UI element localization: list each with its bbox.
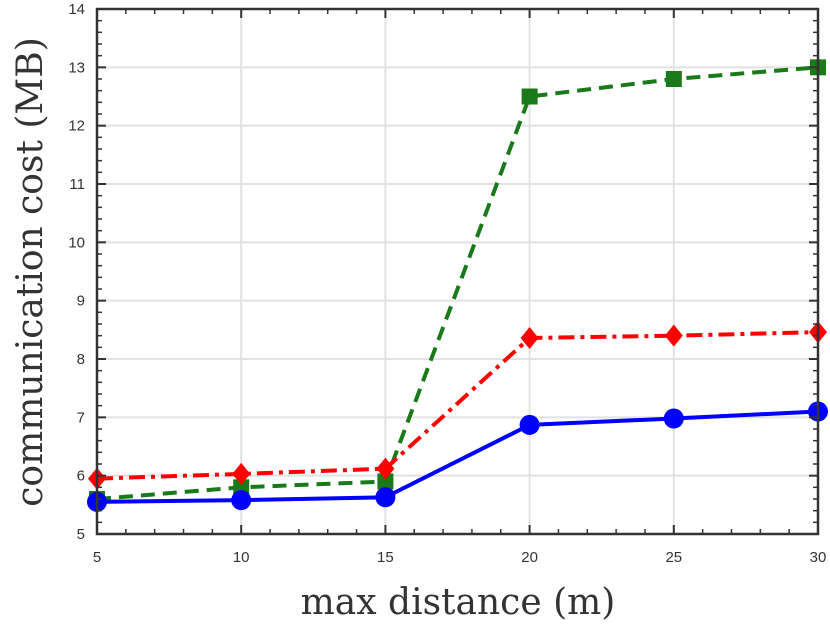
y-tick-label: 10 [68,234,85,251]
data-point-diamond [520,327,539,349]
y-tick-label: 6 [77,468,85,485]
y-axis-title: communication cost (MB) [10,37,51,507]
y-tick-label: 8 [77,351,85,368]
y-tick-label: 14 [68,1,85,18]
x-tick-label: 10 [233,549,250,566]
data-point-diamond [664,324,683,347]
x-tick-label: 30 [810,549,827,566]
series-line [96,409,819,504]
plot-frame [95,7,820,536]
x-tick-label: 5 [93,549,101,566]
x-axis-title: max distance (m) [301,582,616,623]
data-point-circle [231,490,252,511]
x-tick-label: 20 [521,549,538,566]
data-point-square [521,88,538,105]
y-tick-label: 11 [69,176,85,193]
grid [97,9,818,534]
y-tick-label: 7 [77,409,85,426]
x-tick-label: 25 [665,549,682,566]
data-point-square [377,473,394,490]
series-layer [87,59,828,512]
x-tick-label: 15 [377,549,394,566]
y-tick-label: 5 [77,526,85,543]
y-tick-label: 9 [77,293,85,310]
y-tick-label: 12 [68,118,85,135]
data-point-diamond [376,457,395,480]
ticks [96,8,819,535]
y-tick-labels: 5 6 7 8 9 10 11 12 13 14 [68,1,85,543]
data-point-diamond [232,462,251,485]
data-point-circle [663,408,684,429]
series-line [96,65,819,501]
y-tick-label: 13 [68,59,85,76]
data-point-circle [519,414,540,435]
series-red-diamond-dashdot [88,321,827,490]
x-tick-labels: 5 10 15 20 25 30 [93,549,827,566]
data-point-circle [375,487,396,508]
data-point-square [665,71,682,87]
series-line [96,330,819,481]
